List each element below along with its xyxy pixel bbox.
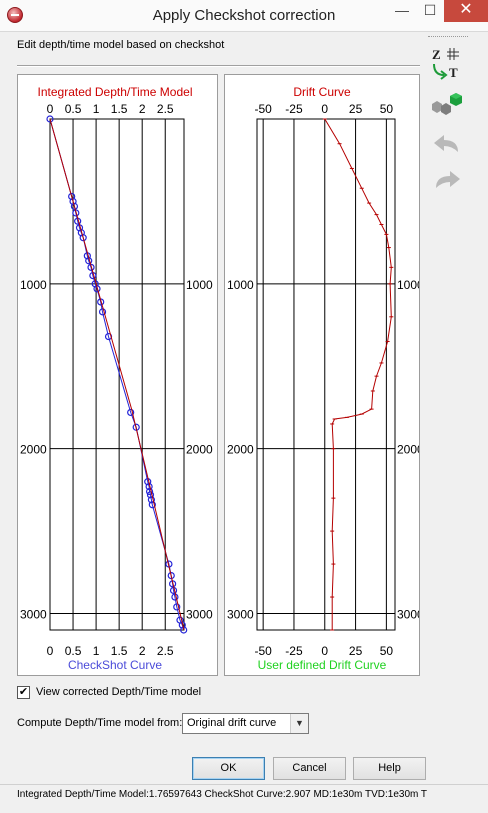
undo-icon xyxy=(434,135,458,152)
x-tick-label-top: 0 xyxy=(321,102,328,116)
redo-icon xyxy=(436,171,460,188)
plot-frame xyxy=(256,118,396,631)
chart-footer: User defined Drift Curve xyxy=(258,658,387,672)
maximize-button[interactable]: ☐ xyxy=(423,2,437,18)
y-tick-label-right: 2000 xyxy=(186,443,213,457)
checkshot-point xyxy=(69,197,77,206)
chart-title: Drift Curve xyxy=(293,85,351,99)
svg-text:T: T xyxy=(449,65,458,80)
x-tick-label-bottom: 2.5 xyxy=(157,644,174,658)
x-tick-label-bottom: 1 xyxy=(93,644,100,658)
compute-from-value: Original drift curve xyxy=(187,717,277,729)
checkshot-series-line xyxy=(49,118,185,631)
x-tick-label-bottom: 1.5 xyxy=(111,644,128,658)
y-tick-label-left: 3000 xyxy=(227,608,254,622)
x-tick-label-bottom: 25 xyxy=(349,644,363,658)
y-tick-label-left: 1000 xyxy=(227,278,254,292)
y-tick-label-left: 2000 xyxy=(227,443,254,457)
x-tick-label-top: 50 xyxy=(380,102,394,116)
cubes-icon xyxy=(432,93,462,115)
checkshot-point xyxy=(127,408,135,417)
x-tick-label-top: 2 xyxy=(139,102,146,116)
chart-title: Integrated Depth/Time Model xyxy=(38,85,193,99)
drift-series-line xyxy=(324,118,392,630)
cubes-button[interactable] xyxy=(428,90,468,120)
x-tick-label-top: 25 xyxy=(349,102,363,116)
redo-button[interactable] xyxy=(428,168,468,194)
y-tick-label-right: 1000 xyxy=(397,278,419,292)
x-tick-label-bottom: -50 xyxy=(254,644,272,658)
status-bar: Integrated Depth/Time Model:1.76597643 C… xyxy=(0,784,488,813)
depth-time-model-chart: Integrated Depth/Time Model 0 0.5 1 1.5 2 2.5 0… xyxy=(20,85,213,672)
checkshot-point xyxy=(79,234,87,242)
checkshot-point xyxy=(70,202,79,210)
svg-text:Z: Z xyxy=(432,47,441,62)
ok-button[interactable]: OK xyxy=(192,757,265,780)
app-icon xyxy=(7,7,23,23)
checkshot-point xyxy=(167,572,175,580)
plot-frame xyxy=(49,118,185,631)
checkshot-point xyxy=(98,308,107,316)
view-corrected-checkbox[interactable]: ✔ xyxy=(17,686,30,699)
y-tick-label-right: 3000 xyxy=(186,608,213,622)
view-corrected-label[interactable]: View corrected Depth/Time model xyxy=(36,686,202,698)
x-tick-label-top: 1 xyxy=(93,102,100,116)
y-tick-label-right: 1000 xyxy=(186,278,213,292)
checkshot-point xyxy=(173,603,181,611)
window-title: Apply Checkshot correction xyxy=(152,7,336,24)
x-tick-label-bottom: 50 xyxy=(380,644,394,658)
status-text: Integrated Depth/Time Model:1.76597643 C… xyxy=(17,789,428,800)
checkshot-point xyxy=(46,115,54,123)
x-tick-label-top: -25 xyxy=(285,102,303,116)
cancel-button[interactable]: Cancel xyxy=(273,757,346,780)
y-tick-label-left: 3000 xyxy=(20,608,47,622)
depth-time-grid-icon: Z T xyxy=(432,47,459,80)
compute-from-select[interactable]: Original drift curve ▼ xyxy=(182,713,309,734)
y-tick-label-right: 2000 xyxy=(397,443,419,457)
checkshot-point xyxy=(145,487,154,496)
drift-curve-chart: Drift Curve -50 -25 0 25 50 -50 -25 0 25 50 1000 100… xyxy=(227,85,419,672)
x-tick-label-top: -50 xyxy=(254,102,272,116)
close-button[interactable]: ✕ xyxy=(444,0,488,22)
toolbar-grip xyxy=(428,36,468,40)
chevron-down-icon[interactable]: ▼ xyxy=(290,714,308,733)
drift-curve-plot[interactable]: Drift Curve -50 -25 0 25 50 -50 -25 0 25 50 1000 100… xyxy=(224,74,420,676)
title-bar: Apply Checkshot correction — ☐ ✕ xyxy=(0,0,488,32)
x-tick-label-top: 0 xyxy=(47,102,54,116)
checkshot-point xyxy=(148,501,156,509)
undo-button[interactable] xyxy=(428,132,468,158)
y-tick-label-left: 1000 xyxy=(20,278,47,292)
help-button[interactable]: Help xyxy=(353,757,426,780)
minimize-button[interactable]: — xyxy=(395,2,409,18)
x-tick-label-bottom: -25 xyxy=(285,644,303,658)
x-tick-label-bottom: 2 xyxy=(139,644,146,658)
checkshot-point xyxy=(147,496,156,504)
checkshot-point xyxy=(146,491,155,499)
checkshot-point xyxy=(171,593,179,601)
x-tick-label-bottom: 0.5 xyxy=(65,644,82,658)
x-tick-label-top: 1.5 xyxy=(111,102,128,116)
x-tick-label-top: 0.5 xyxy=(65,102,82,116)
chart-footer: CheckShot Curve xyxy=(68,658,162,672)
depth-time-grid-button[interactable]: Z T xyxy=(428,44,468,84)
x-tick-label-bottom: 0 xyxy=(47,644,54,658)
checkshot-point xyxy=(68,192,76,201)
divider xyxy=(17,65,420,67)
y-tick-label-right: 3000 xyxy=(397,608,419,622)
model-series-line xyxy=(49,118,185,631)
y-tick-label-left: 2000 xyxy=(20,443,47,457)
depth-time-model-plot[interactable]: Integrated Depth/Time Model 0 0.5 1 1.5 2 2.5 0… xyxy=(17,74,218,676)
compute-from-label: Compute Depth/Time model from: xyxy=(17,717,183,729)
x-tick-label-bottom: 0 xyxy=(321,644,328,658)
dialog-subtitle: Edit depth/time model based on checkshot xyxy=(17,39,225,51)
x-tick-label-top: 2.5 xyxy=(157,102,174,116)
